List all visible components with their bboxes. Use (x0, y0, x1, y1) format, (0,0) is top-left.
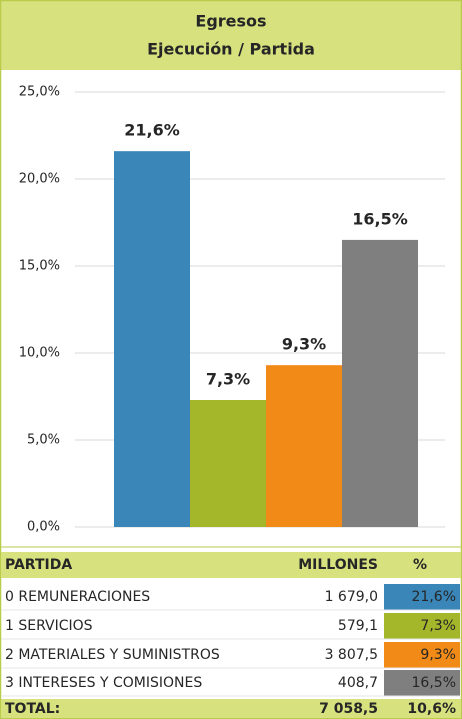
table-cell: 16,5% (412, 675, 456, 691)
chart-title: Egresos (195, 12, 266, 31)
title-band (0, 0, 462, 70)
data-label: 9,3% (282, 335, 326, 354)
data-label: 21,6% (124, 121, 180, 140)
table-cell: 3 807,5 (325, 647, 378, 663)
y-tick-label: 0,0% (27, 520, 60, 535)
table-header: MILLONES (298, 557, 378, 573)
table-total: TOTAL: (5, 701, 60, 717)
table-header: PARTIDA (5, 557, 72, 573)
y-tick-label: 10,0% (19, 346, 60, 361)
bar (266, 365, 342, 527)
table-total-band (1, 699, 461, 718)
y-tick-label: 15,0% (19, 259, 60, 274)
y-tick-label: 25,0% (19, 85, 60, 100)
percent-cell (384, 613, 460, 639)
table-cell: 579,1 (338, 618, 378, 634)
y-tick-label: 20,0% (19, 172, 60, 187)
table-cell: 1 679,0 (325, 589, 378, 605)
table-cell: 21,6% (412, 589, 456, 605)
table-cell: 3 INTERESES Y COMISIONES (5, 675, 202, 691)
percent-cell (384, 670, 460, 696)
table-cell: 0 REMUNERACIONES (5, 589, 150, 605)
table-header-band (1, 552, 461, 578)
table-cell: 9,3% (420, 647, 456, 663)
table-total: 10,6% (407, 701, 456, 717)
table-header: % (413, 557, 427, 573)
bar (342, 239, 418, 527)
bar (190, 399, 266, 527)
table-cell: 2 MATERIALES Y SUMINISTROS (5, 647, 220, 663)
table-cell: 408,7 (338, 675, 378, 691)
chart-subtitle: Ejecución / Partida (147, 40, 315, 59)
table-cell: 7,3% (420, 618, 456, 634)
data-label: 7,3% (206, 369, 250, 388)
table-total: 7 058,5 (319, 701, 378, 717)
bar (114, 151, 190, 527)
percent-cell (384, 584, 460, 610)
percent-cell (384, 642, 460, 668)
y-tick-label: 5,0% (27, 433, 60, 448)
table-cell: 1 SERVICIOS (5, 618, 93, 634)
data-label: 16,5% (352, 209, 408, 228)
